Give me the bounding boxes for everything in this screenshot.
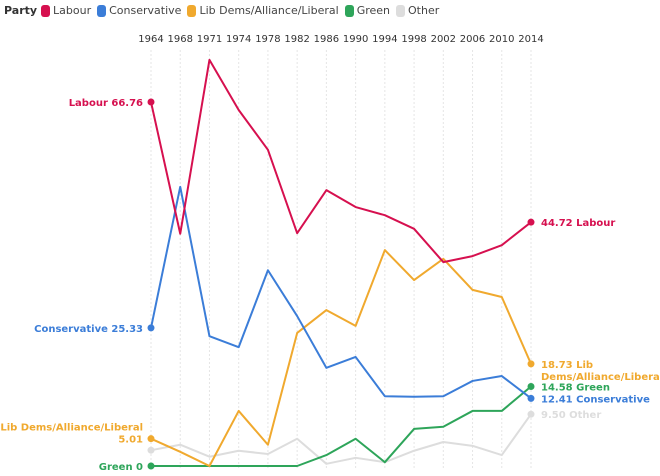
- start-point: [147, 462, 155, 470]
- end-label: 12.41 Conservative: [541, 394, 650, 405]
- x-tick-label: 2010: [489, 34, 514, 45]
- legend-item[interactable]: Conservative: [97, 4, 181, 17]
- start-point: [147, 446, 155, 454]
- series-line-labour: [150, 58, 532, 264]
- legend-swatch: [187, 4, 197, 17]
- legend-label: Green: [356, 4, 390, 17]
- x-tick-label: 2014: [518, 34, 543, 45]
- x-tick-label: 1990: [343, 34, 368, 45]
- x-tick-label: 2002: [431, 34, 456, 45]
- x-tick-label: 1994: [372, 34, 397, 45]
- start-point: [147, 324, 155, 332]
- series-line-green: [151, 385, 532, 467]
- series-line-other: [150, 413, 532, 465]
- legend-swatch: [97, 4, 107, 17]
- legend-title: Party: [4, 4, 38, 17]
- x-tick-label: 1974: [226, 34, 251, 45]
- start-label: 5.01: [118, 435, 143, 446]
- end-point: [527, 218, 535, 226]
- legend-item[interactable]: Labour: [41, 4, 91, 17]
- end-point: [527, 394, 535, 402]
- legend-label: Lib Dems/Alliance/Liberal: [199, 4, 339, 17]
- x-tick-label: 2006: [460, 34, 485, 45]
- end-label: 9.50 Other: [541, 410, 601, 421]
- legend-item[interactable]: Lib Dems/Alliance/Liberal: [187, 4, 339, 17]
- end-label: 44.72 Labour: [541, 218, 615, 229]
- x-tick-label: 1968: [168, 34, 193, 45]
- legend-swatch: [41, 4, 51, 17]
- series-line-conservative: [150, 185, 532, 400]
- end-point: [527, 383, 535, 391]
- legend-swatch: [344, 4, 354, 17]
- x-tick-label: 1998: [401, 34, 426, 45]
- start-label: Labour 66.76: [69, 98, 143, 109]
- legend: Party Labour Conservative Lib Dems/Allianc…: [4, 4, 445, 17]
- end-label: 18.73 Lib: [541, 360, 593, 371]
- legend-item[interactable]: Green: [344, 4, 390, 17]
- start-point: [147, 98, 155, 106]
- start-label: Lib Dems/Alliance/Liberal: [0, 423, 143, 434]
- series-line-lib-dems-alliance-liberal: [150, 249, 532, 467]
- x-tick-label: 1964: [138, 34, 163, 45]
- x-tick-label: 1971: [197, 34, 222, 45]
- legend-swatch: [396, 4, 405, 17]
- end-label: Dems/Alliance/Liberal: [541, 372, 660, 383]
- end-point: [527, 410, 535, 418]
- legend-label: Conservative: [109, 4, 182, 17]
- start-point: [147, 435, 155, 443]
- x-tick-label: 1986: [314, 34, 339, 45]
- x-tick-label: 1982: [284, 34, 309, 45]
- start-label: Conservative 25.33: [34, 324, 143, 335]
- legend-item[interactable]: Other: [396, 4, 439, 17]
- start-label: Green 0: [99, 462, 143, 473]
- legend-label: Other: [408, 4, 440, 17]
- end-label: 14.58 Green: [541, 383, 610, 394]
- end-point: [527, 360, 535, 368]
- legend-label: Labour: [53, 4, 92, 17]
- x-tick-label: 1978: [255, 34, 280, 45]
